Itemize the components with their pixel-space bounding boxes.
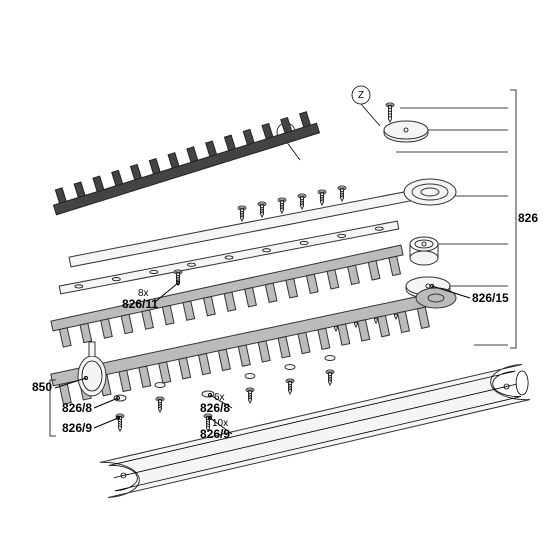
svg-text:826/8: 826/8 — [200, 401, 230, 415]
svg-text:826/9: 826/9 — [200, 427, 230, 441]
svg-text:Z: Z — [358, 90, 364, 101]
svg-text:826/15: 826/15 — [472, 291, 509, 305]
svg-text:826: 826 — [518, 211, 538, 225]
svg-text:826/8: 826/8 — [62, 401, 92, 415]
exploded-diagram: 826ZY826/158x826/11850826/8826/96x826/81… — [0, 0, 560, 560]
svg-text:850: 850 — [32, 380, 52, 394]
svg-text:826/11: 826/11 — [122, 297, 158, 311]
svg-text:826/9: 826/9 — [62, 421, 92, 435]
